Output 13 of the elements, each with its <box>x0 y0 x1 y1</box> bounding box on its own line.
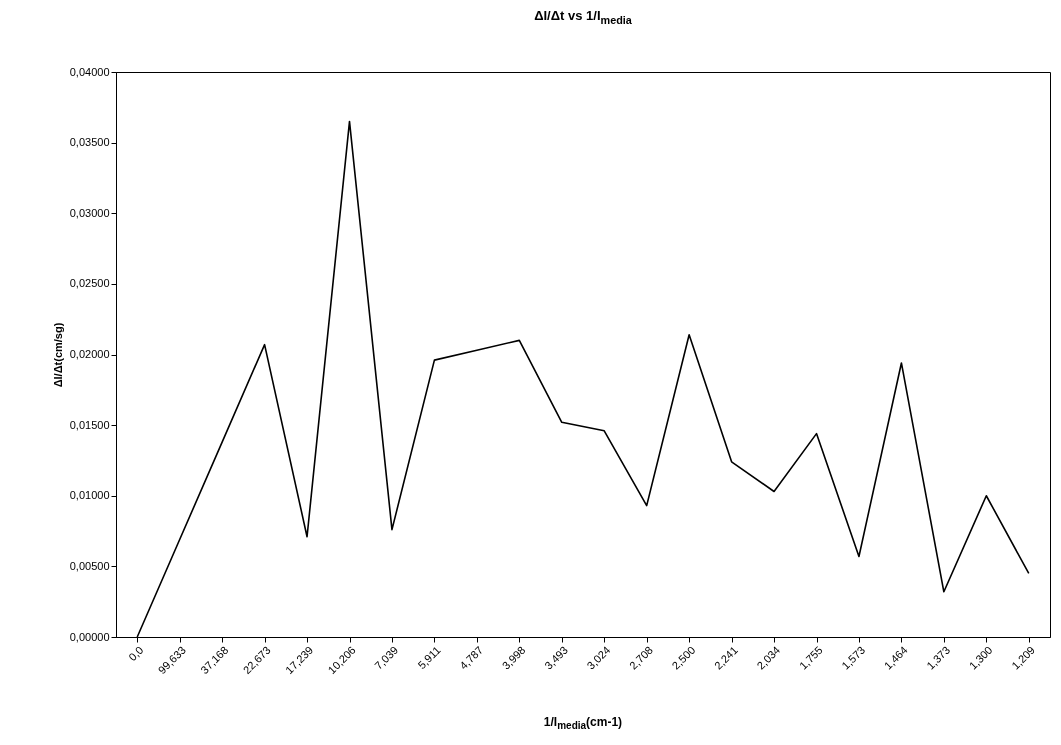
chart-title: ΔI/Δt vs 1/I$_{media}$ <box>533 8 633 26</box>
y-tick-label: 0,04000 <box>69 65 110 78</box>
y-tick-label: 0,03500 <box>69 136 110 149</box>
y-axis-title: ΔI/Δt(cm/sg) <box>51 322 64 388</box>
y-tick-label: 0,01500 <box>69 418 110 431</box>
y-tick-label: 0,03000 <box>69 206 110 219</box>
y-tick-label: 0,02000 <box>69 348 110 360</box>
y-tick-label: 0,00000 <box>69 630 110 643</box>
y-tick-label: 0,00500 <box>69 559 110 572</box>
x-axis-title: 1/I$_{media}$(cm-1) <box>542 715 624 732</box>
y-tick-label: 0,02500 <box>69 277 110 290</box>
x-tick-label: 0,0 <box>126 643 146 664</box>
y-tick-label: 0,01000 <box>69 489 110 502</box>
